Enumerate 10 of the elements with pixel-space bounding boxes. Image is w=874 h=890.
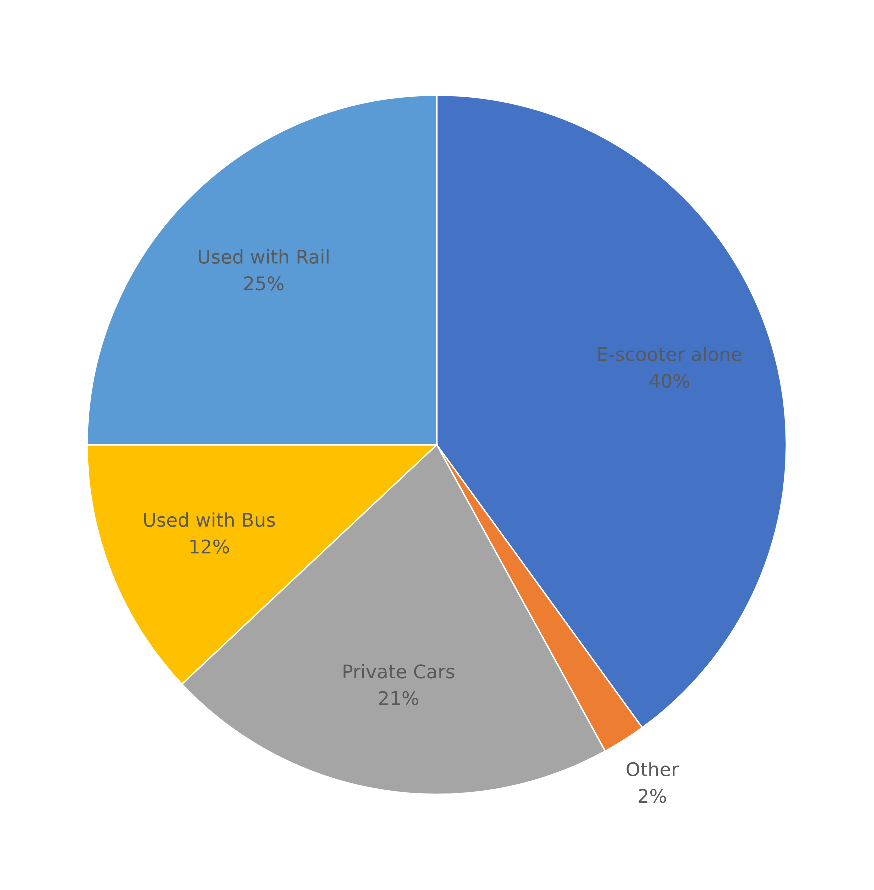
slice-label: Other	[626, 762, 680, 777]
data-label: 2%	[638, 789, 666, 804]
slice-label: Used with Rail	[199, 250, 329, 264]
data-label: 12%	[190, 540, 230, 554]
data-label: 21%	[379, 691, 419, 706]
slice-label: Used with Bus	[144, 512, 276, 528]
data-label: 25%	[244, 276, 284, 291]
slice-label: Private Cars	[344, 664, 454, 679]
slice-label: E-scooter alone	[598, 346, 742, 362]
data-label: 40%	[650, 374, 690, 388]
